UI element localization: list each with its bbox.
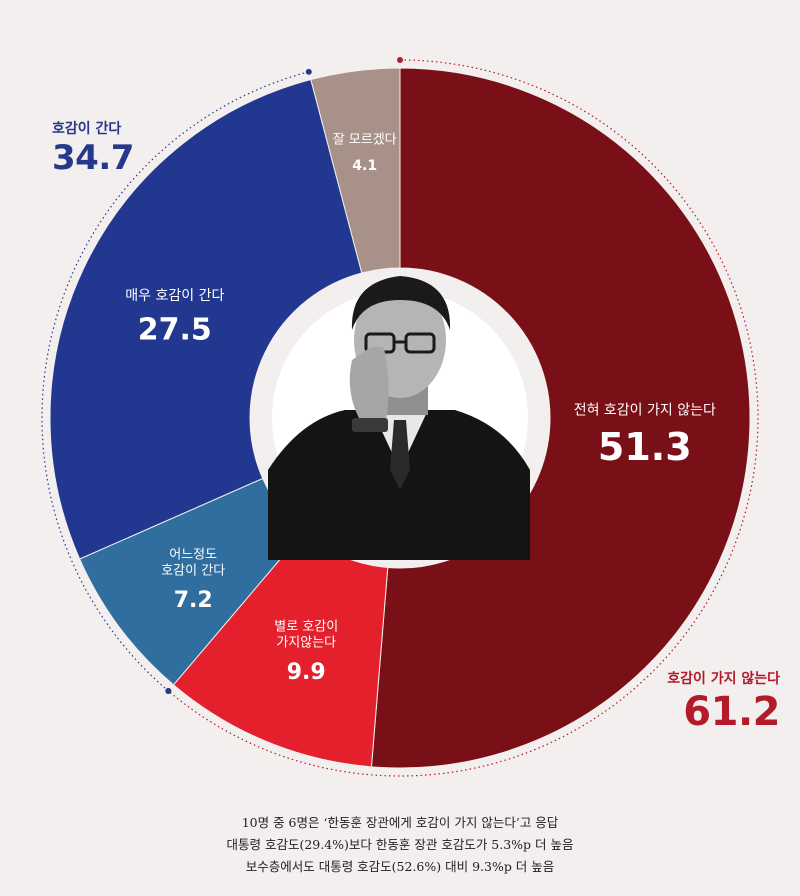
slice-somewhat-favorable-value: 7.2 <box>174 588 213 613</box>
center-photo <box>268 276 530 560</box>
donut-slices <box>49 67 751 769</box>
slice-very-favorable-value: 27.5 <box>138 312 212 347</box>
slice-dont-know-value: 4.1 <box>352 158 377 174</box>
slice-somewhat-unfavorable-value: 9.9 <box>287 660 326 685</box>
slice-very-unfavorable-value: 51.3 <box>598 425 692 469</box>
person-portrait-icon <box>268 276 530 560</box>
favorable-group-arc-dot-1 <box>165 687 172 694</box>
caption-line-3: 보수층에서도 대통령 호감도(52.6%) 대비 9.3%p 더 높음 <box>245 859 555 874</box>
slice-somewhat-favorable-label-1: 어느정도 <box>169 547 217 562</box>
slice-very-unfavorable <box>370 67 751 769</box>
slice-somewhat-unfavorable-label-2: 가지않는다 <box>276 635 336 650</box>
unfavorable-group-name: 호감이 가지 않는다 <box>667 671 780 687</box>
caption-line-1: 10명 중 6명은 ‘한동훈 장관에게 호감이 가지 않는다’고 응답 <box>241 815 559 830</box>
slice-very-favorable <box>49 78 363 560</box>
group-arcs <box>41 57 759 777</box>
slice-somewhat-favorable-label-2: 호감이 간다 <box>161 563 225 578</box>
slice-very-favorable-label: 매우 호감이 간다 <box>125 288 224 304</box>
caption: 10명 중 6명은 ‘한동훈 장관에게 호감이 가지 않는다’고 응답 대통령 … <box>0 812 800 878</box>
caption-line-2: 대통령 호감도(29.4%)보다 한동훈 장관 호감도가 5.3%p 더 높음 <box>226 837 574 852</box>
unfavorable-group-arc-dot-1 <box>397 57 403 63</box>
favorable-group-arc-dot-2 <box>305 68 312 75</box>
slice-dont-know-label: 잘 모르겠다 <box>333 132 397 147</box>
unfavorable-group-arc <box>167 59 759 777</box>
favorable-group-value: 34.7 <box>52 138 134 178</box>
slice-somewhat-unfavorable-label-1: 별로 호감이 <box>274 619 338 634</box>
slice-dont-know <box>310 67 401 274</box>
unfavorable-group-label: 호감이 가지 않는다 61.2 <box>667 668 780 736</box>
slice-very-unfavorable-label: 전혀 호감이 가지 않는다 <box>574 403 716 419</box>
favorable-group-label: 호감이 간다 34.7 <box>52 118 134 178</box>
favorable-group-name: 호감이 간다 <box>52 121 122 137</box>
unfavorable-group-value: 61.2 <box>683 689 780 735</box>
